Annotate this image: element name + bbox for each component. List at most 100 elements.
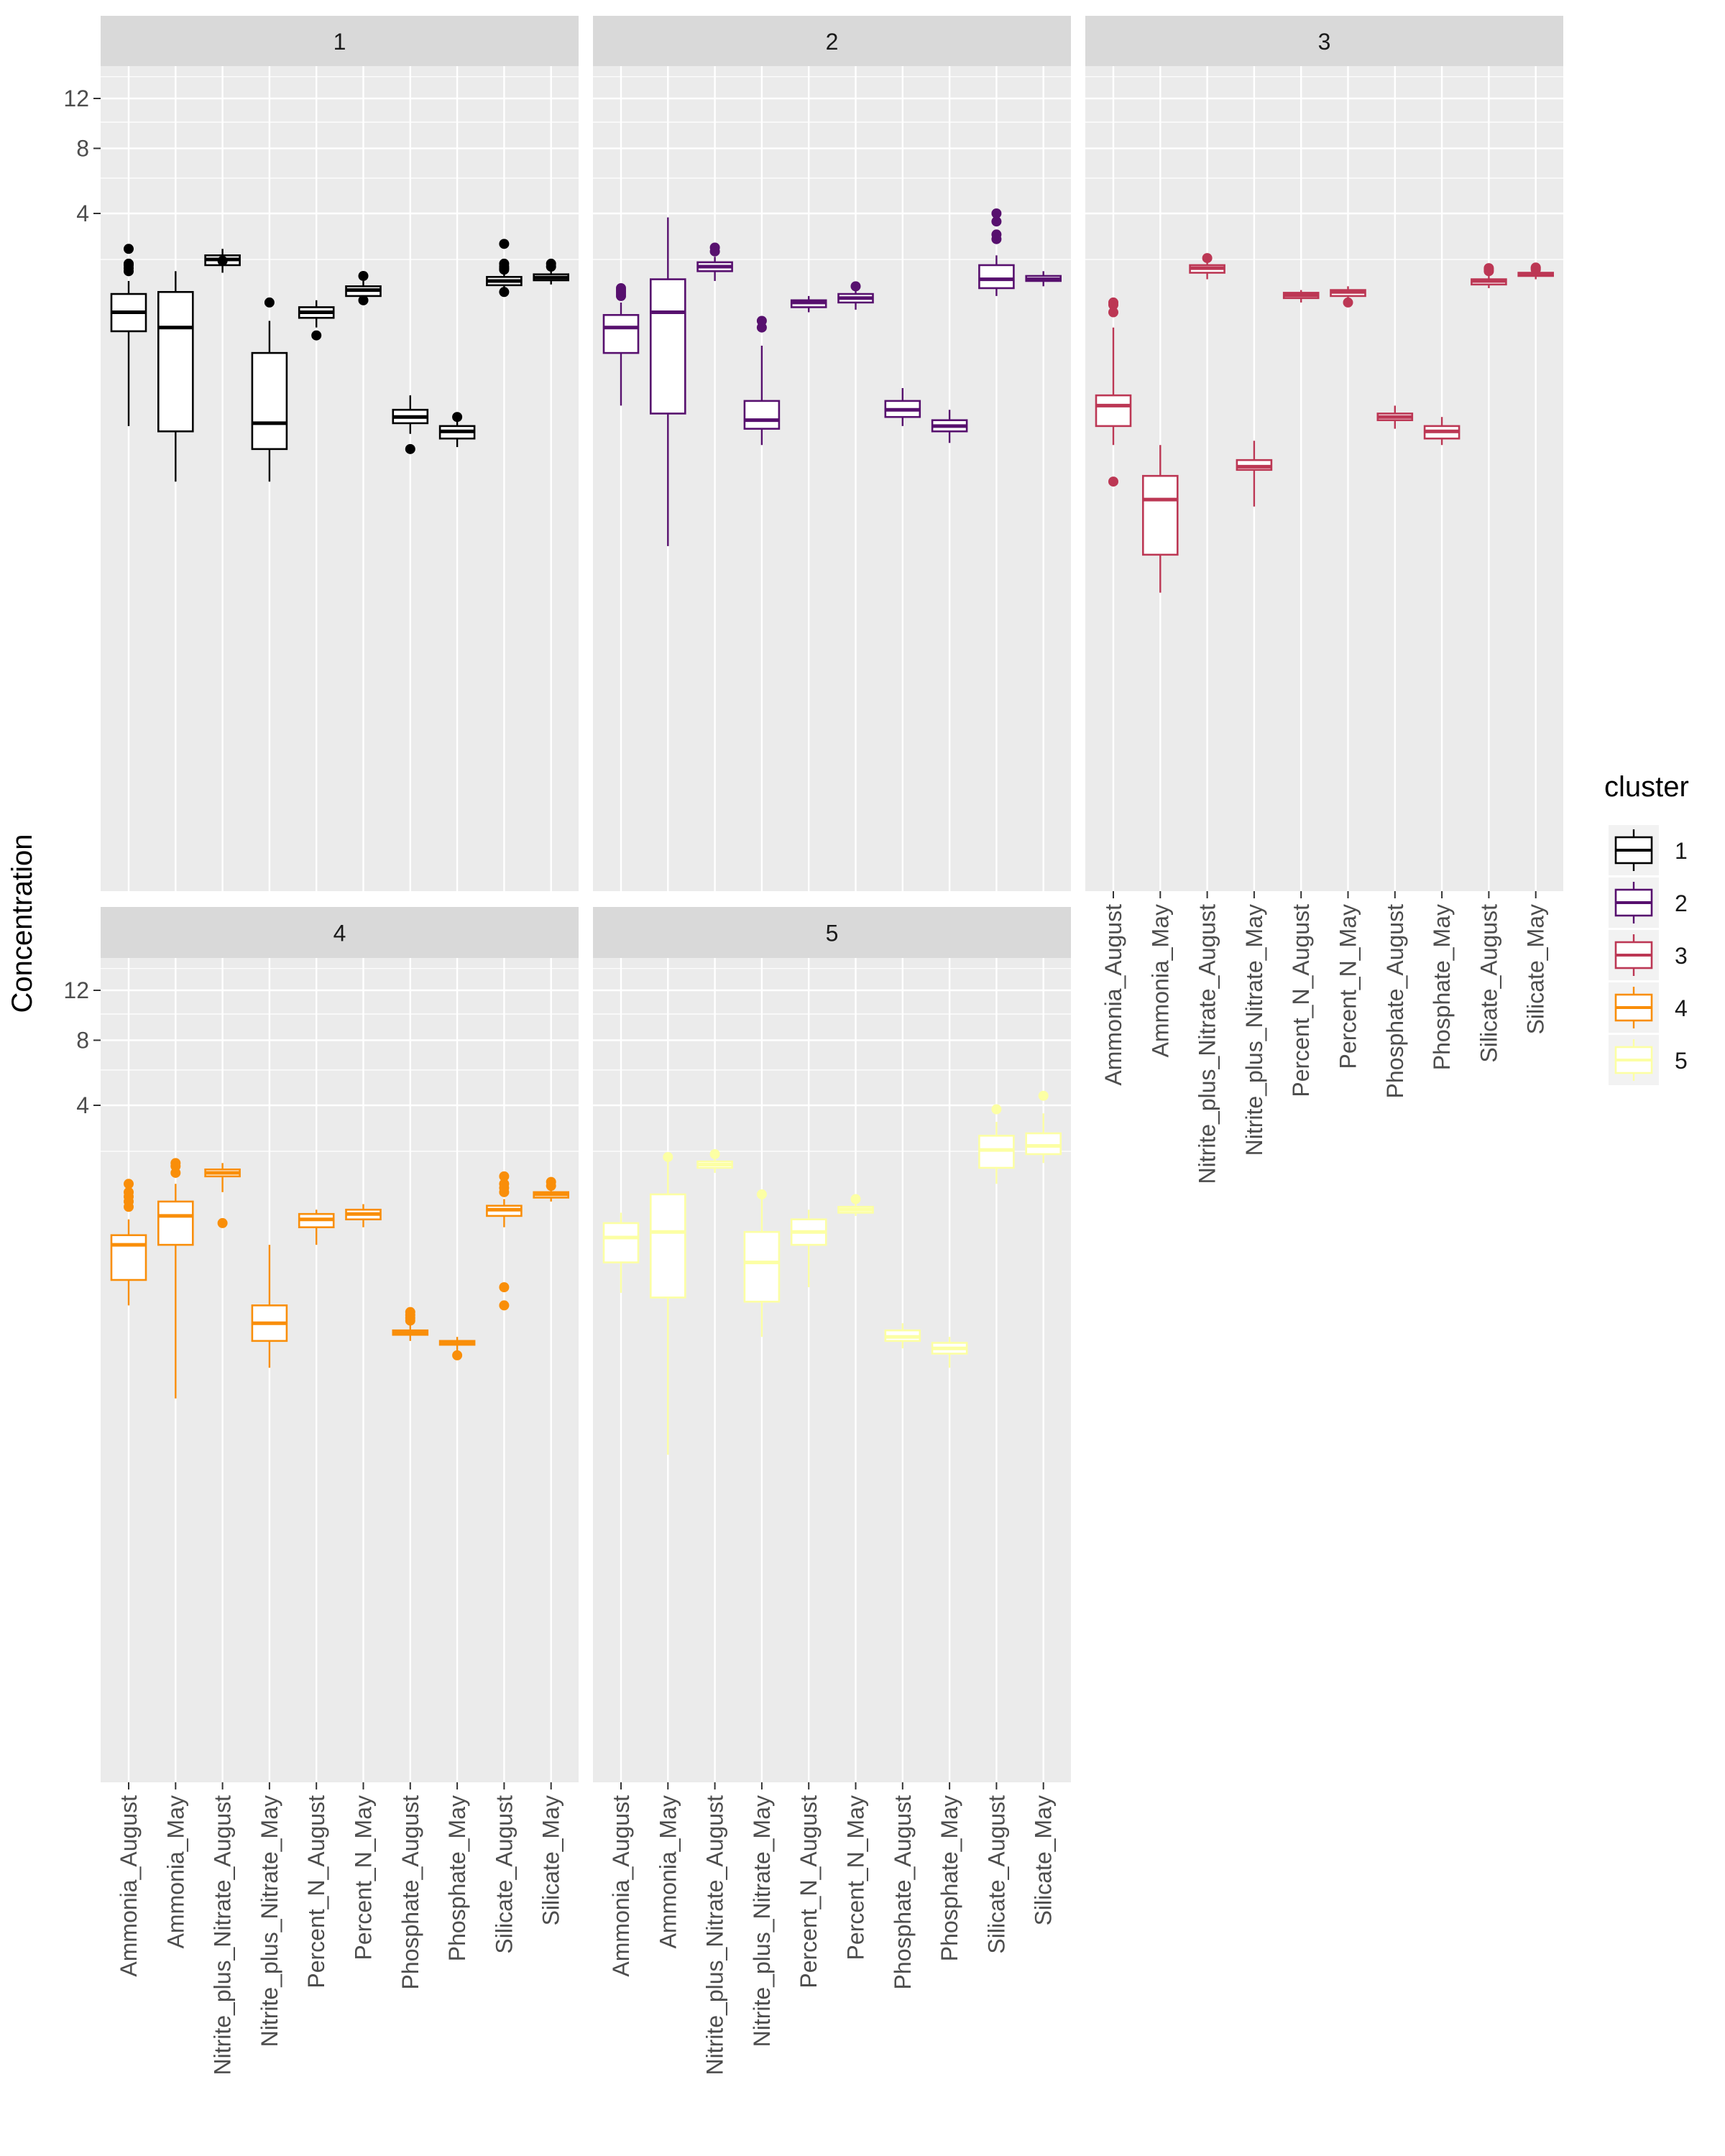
outlier-point: [124, 244, 134, 254]
outlier-point: [991, 1104, 1002, 1115]
boxplot-Silicate_August: [486, 239, 523, 298]
x-tick-label: Nitrite_plus_Nitrate_May: [257, 1795, 282, 2047]
boxplot-Silicate_May: [533, 1176, 570, 1202]
boxplot-Nitrite_plus_Nitrate_May: [251, 1245, 288, 1368]
facet-panels: 1 4 8 12 2 3 Ammonia_August Ammonia_May Nitrite_…: [63, 16, 1563, 2076]
outlier-point: [124, 1187, 134, 1197]
box-iqr: [110, 1234, 147, 1281]
facet-panel-3: 3 Ammonia_August Ammonia_May Nitrite_plus_N…: [1085, 16, 1563, 1184]
outlier-point: [756, 1189, 767, 1199]
outlier-point: [663, 1151, 673, 1162]
boxplot-Phosphate_May: [931, 410, 968, 443]
x-tick-label: Silicate_August: [983, 1795, 1009, 1954]
legend-item-5: 5: [1609, 1035, 1688, 1085]
boxplot-Ammonia_May: [157, 271, 194, 482]
facet-strip: [1085, 16, 1563, 66]
x-tick-label: Phosphate_May: [444, 1795, 470, 1961]
outlier-point: [1108, 476, 1118, 487]
box-iqr: [743, 1230, 781, 1303]
outlier-point: [499, 1179, 510, 1189]
x-tick-label: Ammonia_May: [1147, 904, 1173, 1057]
x-tick-label: Ammonia_May: [162, 1795, 188, 1948]
box-iqr: [157, 290, 194, 433]
boxplot-Phosphate_May: [438, 1337, 476, 1360]
x-tick-label: Ammonia_August: [116, 1795, 142, 1977]
boxplot-Nitrite_plus_Nitrate_August: [696, 242, 733, 281]
boxplot-Percent_N_May: [345, 1204, 382, 1227]
boxplot-Ammonia_May: [157, 1158, 194, 1399]
legend-item-3: 3: [1609, 930, 1688, 980]
outlier-point: [546, 1176, 556, 1187]
panel-background: [101, 958, 579, 1782]
x-tick-label: Nitrite_plus_Nitrate_May: [1241, 904, 1267, 1156]
boxplot-Phosphate_August: [1376, 405, 1414, 429]
boxplot-Percent_N_May: [837, 1194, 874, 1216]
legend-item-1: 1: [1609, 825, 1688, 875]
legend-item-2: 2: [1609, 877, 1688, 928]
box-iqr: [1142, 474, 1179, 556]
outlier-point: [991, 216, 1002, 227]
outlier-point: [358, 270, 369, 281]
outlier-point: [170, 1158, 181, 1169]
outlier-point: [405, 443, 415, 454]
x-tick-label: Ammonia_May: [655, 1795, 681, 1948]
x-tick-label: Silicate_May: [1523, 904, 1549, 1034]
box-iqr: [251, 351, 288, 451]
outlier-point: [499, 1300, 510, 1311]
x-tick-label: Phosphate_August: [890, 1795, 916, 1990]
boxplot-Phosphate_May: [1423, 417, 1460, 446]
legend-title: cluster: [1604, 771, 1689, 803]
outlier-point: [358, 295, 369, 305]
y-tick-label: 12: [63, 977, 89, 1003]
outlier-point: [1530, 262, 1541, 273]
x-tick-label: Silicate_May: [538, 1795, 564, 1925]
x-tick-label: Percent_N_August: [796, 1795, 822, 1989]
boxplot-Ammonia_May: [649, 1151, 686, 1455]
facet-strip-label: 5: [826, 921, 839, 946]
panel-background: [101, 66, 579, 891]
x-tick-label: Phosphate_August: [1382, 904, 1408, 1099]
boxplot-Ammonia_August: [1095, 297, 1132, 487]
outlier-point: [499, 287, 510, 298]
x-tick-label: Silicate_August: [491, 1795, 517, 1954]
boxplot-Phosphate_August: [884, 388, 921, 426]
box-iqr: [978, 264, 1015, 290]
x-tick-label: Nitrite_plus_Nitrate_August: [210, 1795, 236, 2076]
boxplot-Silicate_August: [486, 1171, 523, 1311]
y-tick-label: 8: [76, 135, 89, 161]
x-tick-label: Silicate_May: [1031, 1795, 1057, 1925]
outlier-point: [499, 264, 510, 275]
outlier-point: [546, 258, 556, 269]
outlier-point: [1108, 307, 1118, 318]
box-iqr: [602, 1222, 640, 1263]
outlier-point: [499, 1282, 510, 1293]
outlier-point: [1484, 263, 1494, 274]
facet-strip: [101, 16, 579, 66]
facet-strip-label: 3: [1318, 29, 1331, 55]
facet-strip-label: 2: [826, 29, 839, 55]
boxplot-Silicate_May: [533, 258, 570, 285]
outlier-point: [709, 242, 720, 253]
boxplot-Phosphate_August: [884, 1323, 921, 1349]
x-tick-label: Nitrite_plus_Nitrate_August: [702, 1795, 728, 2076]
y-axis-title-group: Concentration: [6, 834, 38, 1013]
facet-panel-2: 2: [593, 16, 1071, 891]
x-tick-label: Ammonia_August: [1100, 904, 1126, 1086]
boxplot-Silicate_August: [1471, 263, 1507, 288]
legend-key-label: 4: [1675, 995, 1688, 1021]
facet-strip-label: 1: [334, 29, 346, 55]
boxplot-Nitrite_plus_Nitrate_May: [251, 297, 288, 482]
boxplot-Percent_N_August: [1282, 290, 1320, 303]
box-iqr: [978, 1135, 1015, 1169]
boxplot-Percent_N_August: [790, 1210, 827, 1288]
boxplot-Ammonia_August: [110, 244, 147, 426]
x-tick-label: Phosphate_May: [1429, 904, 1455, 1070]
legend-key-label: 3: [1675, 943, 1688, 969]
y-tick-label: 4: [76, 201, 89, 226]
boxplot-Ammonia_May: [1142, 445, 1179, 593]
y-tick-label: 4: [76, 1092, 89, 1118]
boxplot-Ammonia_August: [602, 1212, 640, 1293]
y-axis-title: Concentration: [6, 834, 38, 1013]
x-tick-label: Nitrite_plus_Nitrate_May: [749, 1795, 775, 2047]
boxplot-Ammonia_May: [649, 217, 686, 546]
